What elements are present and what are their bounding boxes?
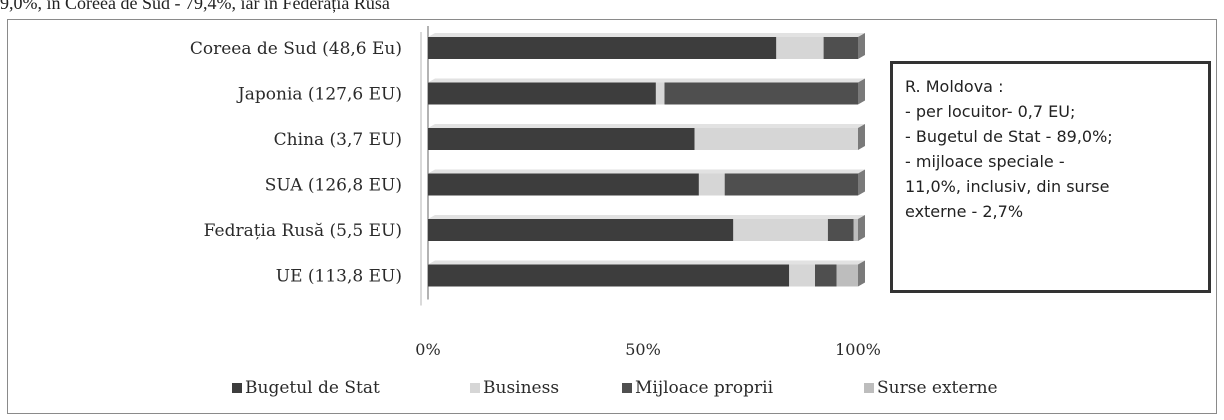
bar-segment <box>428 173 699 196</box>
legend-swatch <box>864 383 874 393</box>
note-line: - per locuitor- 0,7 EU; <box>905 102 1076 121</box>
bar-top-face <box>428 260 865 265</box>
category-label: China (3,7 EU) <box>274 130 402 150</box>
bar-segment <box>428 264 790 287</box>
bar-segment <box>823 37 858 59</box>
bar-top-face <box>428 124 865 128</box>
bar-segment <box>836 264 858 287</box>
category-label: SUA (126,8 EU) <box>265 176 402 196</box>
bar-segment <box>789 264 815 287</box>
chart-legend: Bugetul de Stat Business Mijloace proprii S… <box>232 378 998 398</box>
bar-segment <box>428 82 656 105</box>
legend-swatch <box>622 383 632 393</box>
category-label: Japonia (127,6 EU) <box>236 85 402 105</box>
x-tick-label: 0% <box>415 340 440 359</box>
bar-top-face <box>428 215 865 219</box>
note-line: - Bugetul de Stat - 89,0%; <box>905 127 1113 146</box>
note-line: externe - 2,7% <box>905 202 1024 221</box>
bar-end-face <box>858 78 865 105</box>
bar-segment <box>428 128 695 150</box>
chart-bars <box>428 33 865 287</box>
category-label: UE (113,8 EU) <box>276 267 402 287</box>
bar-end-face <box>858 260 865 287</box>
chart-frame <box>7 19 1217 414</box>
bar-segment <box>733 219 828 241</box>
legend-swatch <box>232 383 242 393</box>
legend-label: Mijloace proprii <box>635 378 774 398</box>
bar-segment <box>815 264 837 287</box>
bar-top-face <box>428 78 865 83</box>
bar-top-face <box>428 169 865 174</box>
legend-label: Surse externe <box>877 378 998 398</box>
bar-segment <box>428 37 777 59</box>
bar-segment <box>827 219 854 241</box>
preceding-text-line: 9,0%, în Coreea de Sud - 79,4%, iar în F… <box>0 0 390 13</box>
x-tick-labels: 0% 50% 100% <box>415 340 881 359</box>
bar-segment <box>853 219 858 241</box>
bar-segment <box>698 173 725 196</box>
moldova-note-box: R. Moldova : - per locuitor- 0,7 EU; - B… <box>890 61 1211 293</box>
note-line: - mijloace speciale - <box>905 152 1065 171</box>
legend-label: Bugetul de Stat <box>245 378 380 398</box>
bar-segment <box>694 128 858 150</box>
bar-segment <box>655 82 665 105</box>
category-label: Coreea de Sud (48,6 Eu) <box>190 39 402 59</box>
legend-label: Business <box>483 378 559 398</box>
bar-end-face <box>858 33 865 59</box>
note-line: 11,0%, inclusiv, din surse <box>905 177 1110 196</box>
note-line: R. Moldova : <box>905 77 1004 96</box>
bar-end-face <box>858 215 865 241</box>
bar-segment <box>664 82 858 105</box>
bar-segment <box>724 173 858 196</box>
x-tick-label: 100% <box>835 340 881 359</box>
category-label: Fedrația Rusă (5,5 EU) <box>204 221 402 241</box>
x-tick-label: 50% <box>625 340 661 359</box>
category-labels: Coreea de Sud (48,6 Eu) Japonia (127,6 EU… <box>190 39 402 287</box>
legend-swatch <box>470 383 480 393</box>
bar-segment <box>776 37 824 59</box>
bar-segment <box>428 219 734 241</box>
bar-end-face <box>858 169 865 196</box>
chart-axes <box>420 26 429 306</box>
bar-end-face <box>858 124 865 150</box>
bar-top-face <box>428 33 865 37</box>
